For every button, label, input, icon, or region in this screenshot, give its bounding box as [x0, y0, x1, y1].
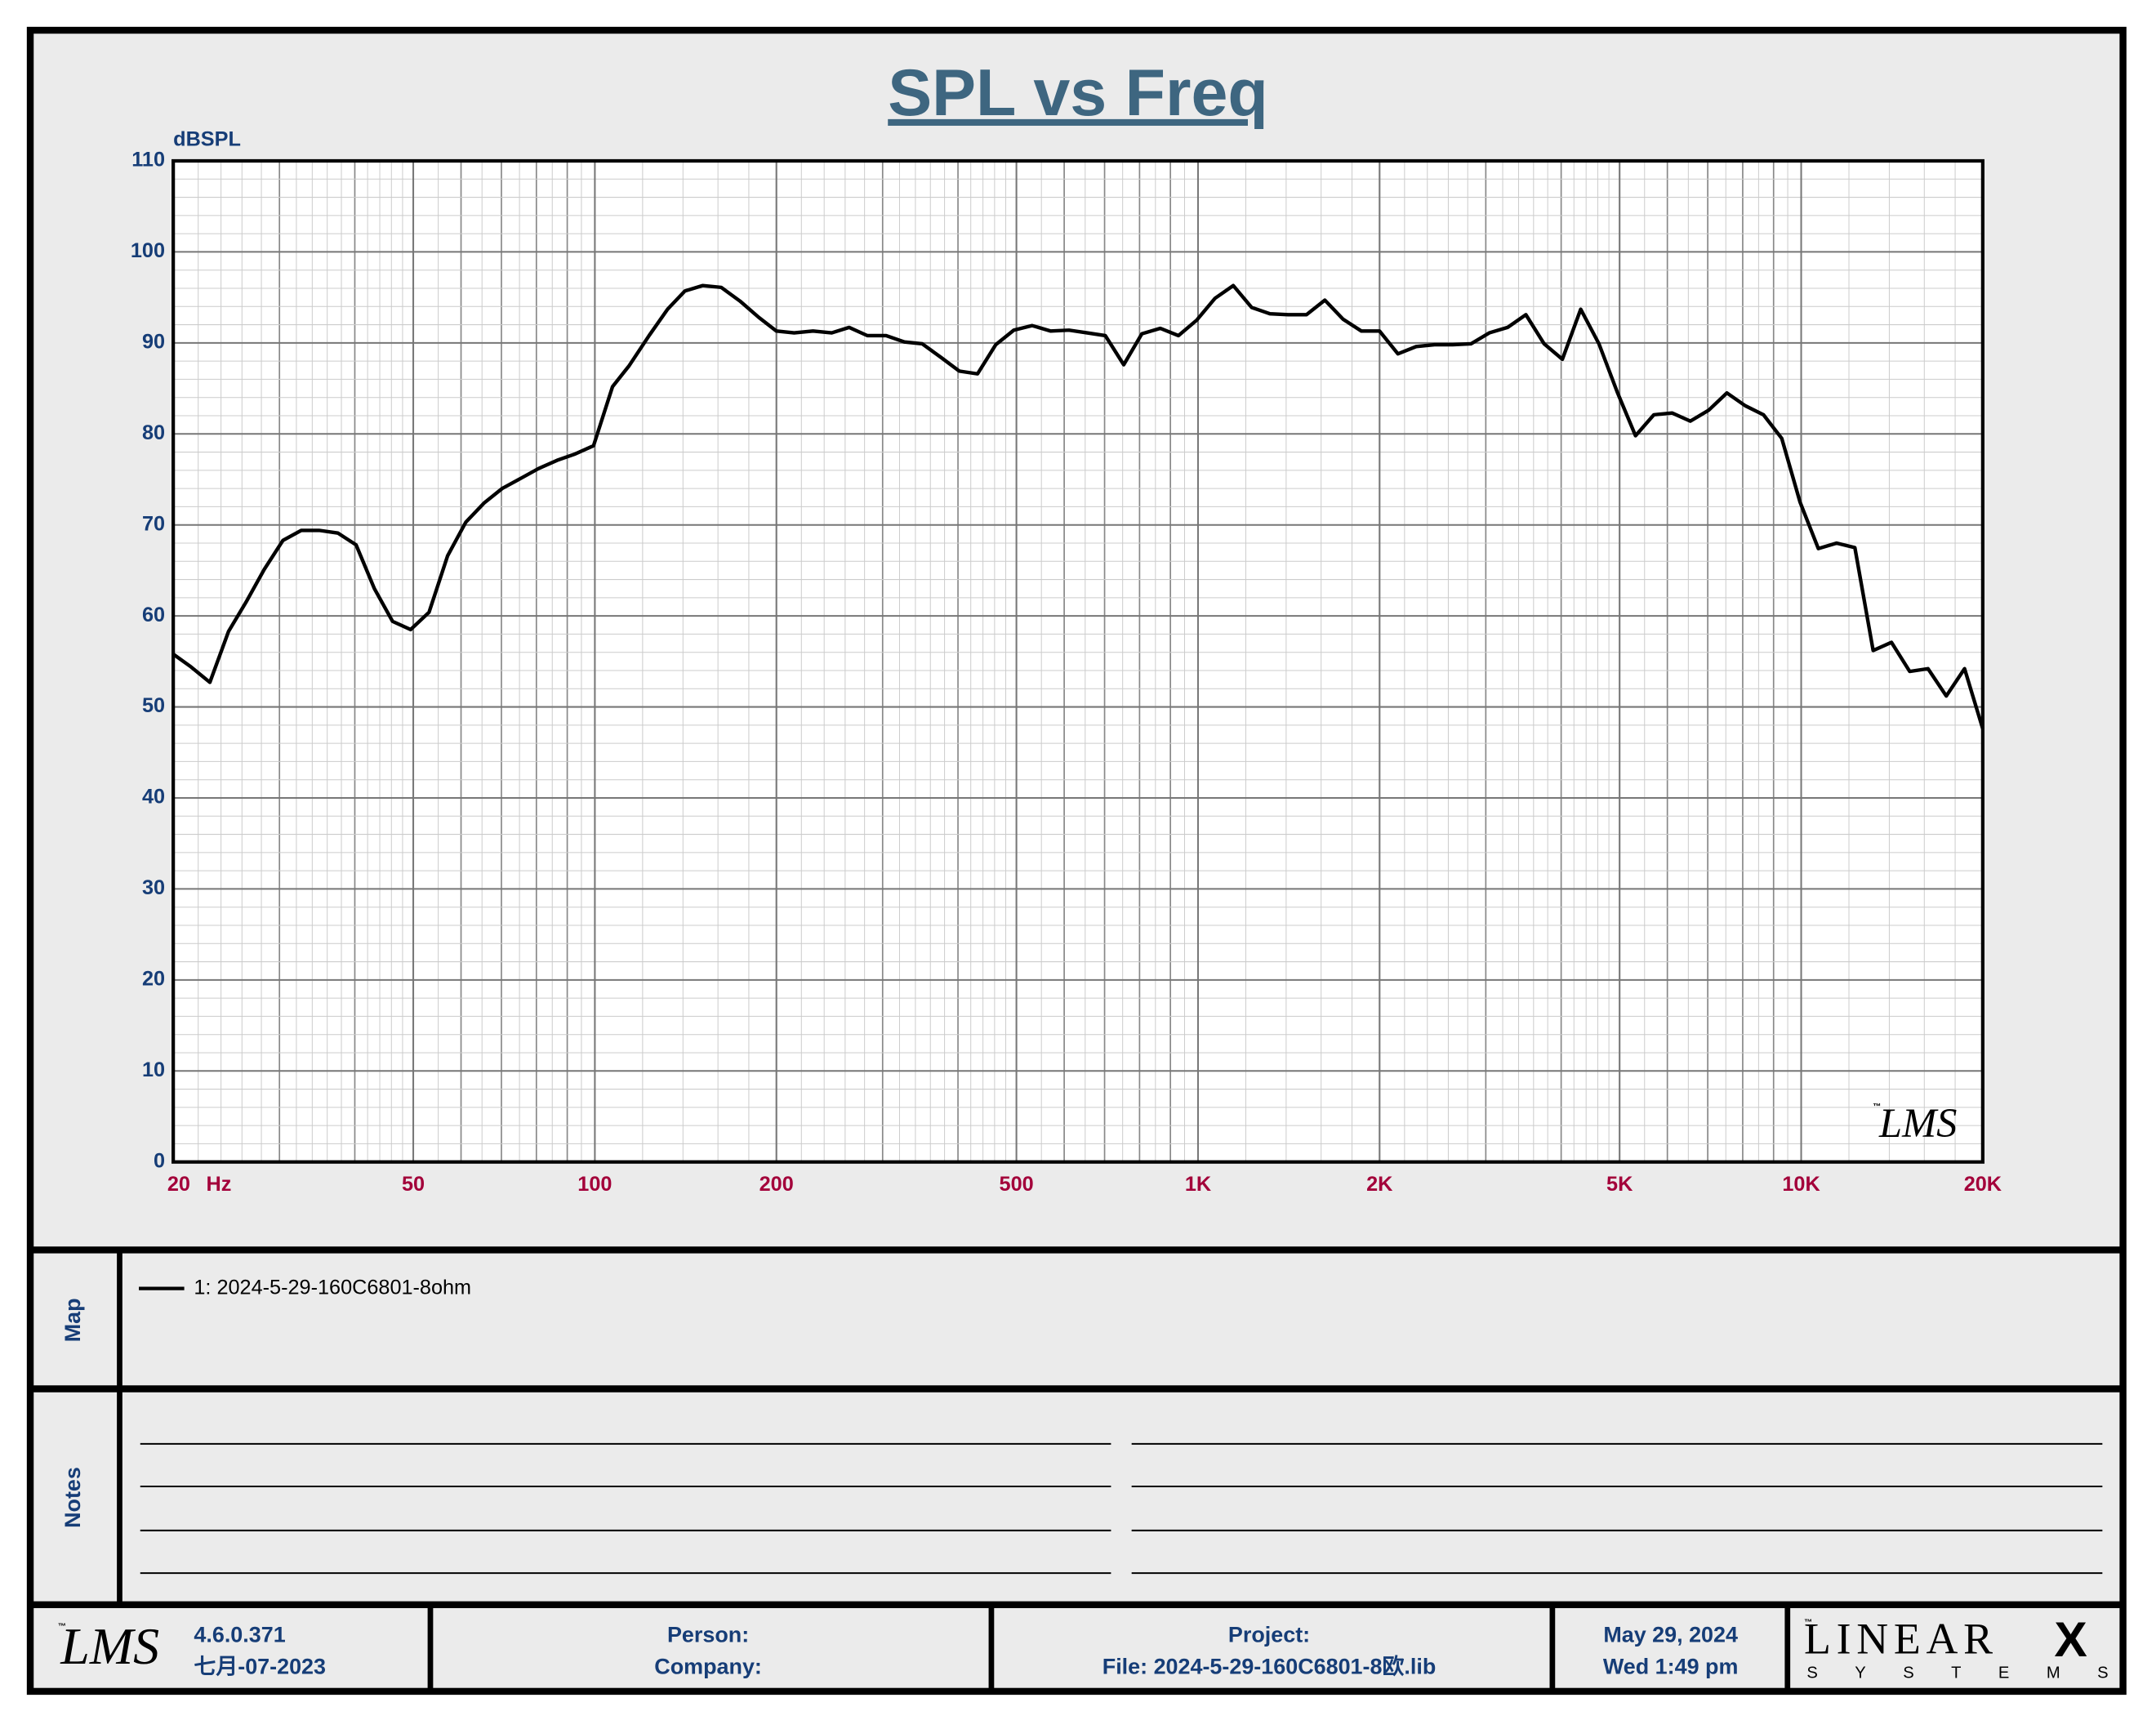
brand-x: X — [2054, 1611, 2087, 1667]
y-tick-label: 90 — [142, 331, 165, 354]
grid — [172, 159, 1984, 1163]
chart-title: SPL vs Freq — [888, 56, 1268, 130]
x-tick-label: 50 — [402, 1173, 425, 1196]
x-tick-label: 10K — [1782, 1173, 1820, 1196]
y-tick-label: 100 — [131, 239, 165, 262]
y-tick-label: 80 — [142, 421, 165, 444]
plot-area — [173, 160, 1983, 1162]
y-tick-label: 60 — [142, 604, 165, 626]
person: Person: — [667, 1623, 749, 1647]
date: May 29, 2024 — [1603, 1623, 1738, 1647]
spl-curve — [172, 283, 1984, 729]
version: 4.6.0.371 — [194, 1623, 285, 1647]
watermark: LMS — [1878, 1100, 1957, 1146]
logo-tm: ™ — [58, 1622, 66, 1631]
x-tick-label: 5K — [1606, 1173, 1633, 1196]
company: Company: — [654, 1654, 762, 1678]
x-tick-label: 500 — [1000, 1173, 1034, 1196]
brand-sub: SYSTEMS — [1806, 1664, 2145, 1682]
notes-label: Notes — [60, 1467, 85, 1528]
build-date: 七月-07-2023 — [194, 1654, 326, 1678]
y-tick-label: 110 — [131, 149, 165, 172]
plot — [172, 283, 1984, 729]
x-tick-label: 2K — [1366, 1173, 1392, 1196]
y-tick-label: 30 — [142, 876, 165, 899]
brand: LINEAR — [1804, 1614, 1998, 1663]
legend-entry: 1: 2024-5-29-160C6801-8ohm — [194, 1276, 471, 1299]
file: File: 2024-5-29-160C6801-8欧.lib — [1102, 1654, 1437, 1678]
brand-tm: ™ — [1804, 1618, 1812, 1627]
y-tick-label: 50 — [142, 694, 165, 717]
y-tick-label: 40 — [142, 786, 165, 809]
x-tick-label: 20K — [1964, 1173, 2002, 1196]
y-tick-label: 70 — [142, 512, 165, 535]
map-label: Map — [60, 1298, 85, 1342]
x-tick-label: 20 — [167, 1173, 190, 1196]
plot-frame — [172, 158, 1984, 1164]
footer-dividers — [427, 1604, 1791, 1691]
y-tick-label: 0 — [154, 1149, 165, 1172]
x-axis-label: Hz — [207, 1173, 232, 1196]
x-tick-label: 100 — [577, 1173, 612, 1196]
footer-logo: LMS — [60, 1617, 159, 1675]
time: Wed 1:49 pm — [1603, 1654, 1739, 1678]
note-lines — [140, 1442, 2103, 1575]
x-tick-label: 200 — [760, 1173, 794, 1196]
watermark-tm: ™ — [1873, 1103, 1881, 1112]
x-tick-label: 1K — [1185, 1173, 1211, 1196]
y-tick-label: 20 — [142, 968, 165, 991]
y-tick-label: 10 — [142, 1058, 165, 1081]
y-axis-label: dBSPL — [173, 127, 241, 150]
project: Project: — [1228, 1623, 1310, 1647]
